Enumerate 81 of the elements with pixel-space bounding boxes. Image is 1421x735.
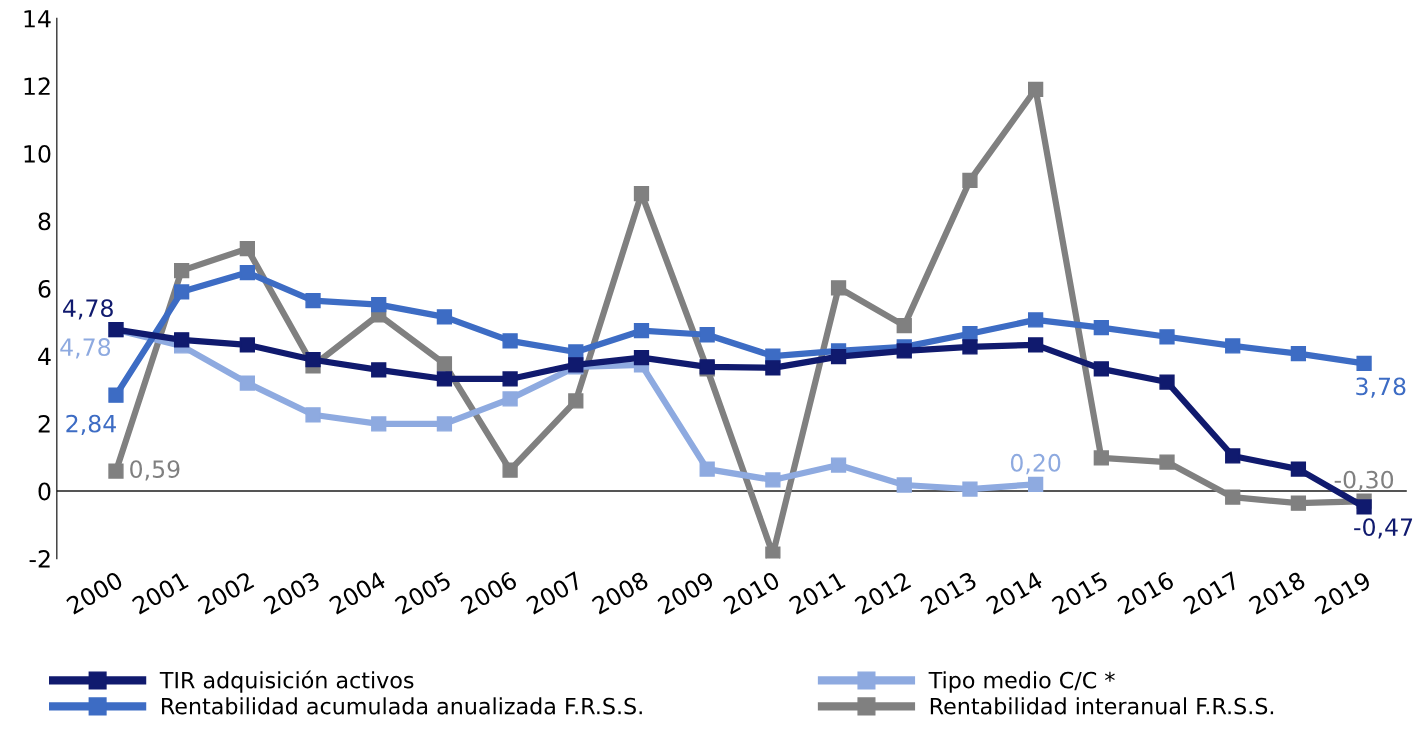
- point: [436, 356, 453, 372]
- point: [830, 457, 847, 473]
- point: [896, 343, 912, 359]
- point: [239, 375, 255, 391]
- data-label: -0,30: [1334, 470, 1394, 492]
- point: [1225, 448, 1241, 464]
- point: [436, 371, 453, 387]
- legend-label: Rentabilidad acumulada anualizada F.R.S.S.: [162, 697, 642, 715]
- point: [633, 185, 650, 202]
- point: [108, 387, 124, 403]
- point: [962, 481, 978, 497]
- y-tick-label: 8: [38, 212, 51, 231]
- point: [1159, 374, 1175, 390]
- point: [239, 241, 255, 257]
- point: [633, 350, 650, 366]
- point: [174, 262, 190, 279]
- point: [962, 326, 978, 342]
- point: [436, 416, 453, 432]
- point: [305, 352, 321, 368]
- point: [896, 477, 912, 493]
- point: [1290, 495, 1307, 511]
- point: [239, 337, 255, 353]
- point: [765, 546, 781, 559]
- point: [962, 172, 978, 189]
- data-label: 2,84: [66, 414, 116, 435]
- legend-label: TIR adquisición activos: [159, 670, 414, 693]
- y-tick-label: 4: [38, 347, 51, 365]
- point: [502, 333, 518, 349]
- point: [896, 317, 912, 334]
- point: [1225, 489, 1241, 505]
- point: [174, 332, 190, 348]
- data-label: 4,78: [60, 338, 111, 359]
- y-tick-label: 2: [38, 414, 50, 433]
- point: [371, 416, 387, 432]
- point: [1027, 476, 1044, 492]
- point: [765, 472, 781, 488]
- point: [1093, 450, 1109, 466]
- data-label: 0,59: [130, 460, 180, 481]
- legend-label: Rentabilidad interanual F.R.S.S.: [930, 697, 1274, 715]
- point: [1027, 81, 1044, 97]
- point: [371, 297, 387, 313]
- point: [568, 393, 584, 409]
- y-tick-label: -2: [29, 550, 50, 568]
- point: [1159, 329, 1175, 345]
- point: [1225, 338, 1241, 354]
- y-tick-label: 0: [38, 482, 51, 501]
- point: [239, 264, 255, 281]
- point: [699, 327, 715, 343]
- point: [502, 391, 518, 407]
- point: [1356, 355, 1372, 372]
- y-tick-label: 12: [24, 77, 50, 95]
- point: [1290, 346, 1307, 362]
- point: [765, 360, 781, 376]
- point: [1159, 454, 1175, 470]
- point: [436, 309, 453, 325]
- point: [371, 362, 387, 378]
- legend-label: Tipo medio C/C *: [928, 671, 1115, 693]
- point: [1027, 337, 1044, 353]
- point: [633, 323, 650, 339]
- point: [1290, 461, 1307, 477]
- point: [830, 349, 847, 365]
- data-label: 0,20: [1010, 453, 1061, 475]
- point: [1356, 499, 1372, 515]
- y-tick-label: 6: [38, 279, 51, 298]
- point: [1093, 320, 1109, 336]
- point: [830, 280, 847, 296]
- point: [699, 461, 715, 477]
- point: [305, 293, 321, 309]
- point: [305, 407, 321, 423]
- point: [502, 371, 518, 387]
- data-label: -0,47: [1354, 518, 1413, 539]
- y-tick-label: 10: [24, 144, 51, 163]
- y-tick-label: 14: [24, 10, 51, 28]
- point: [962, 339, 978, 355]
- point: [1027, 312, 1044, 328]
- point: [1093, 361, 1109, 377]
- data-label: 4,78: [63, 299, 113, 320]
- point: [174, 284, 190, 300]
- point: [502, 462, 518, 478]
- data-label: 3,78: [1356, 377, 1406, 398]
- point: [108, 463, 124, 479]
